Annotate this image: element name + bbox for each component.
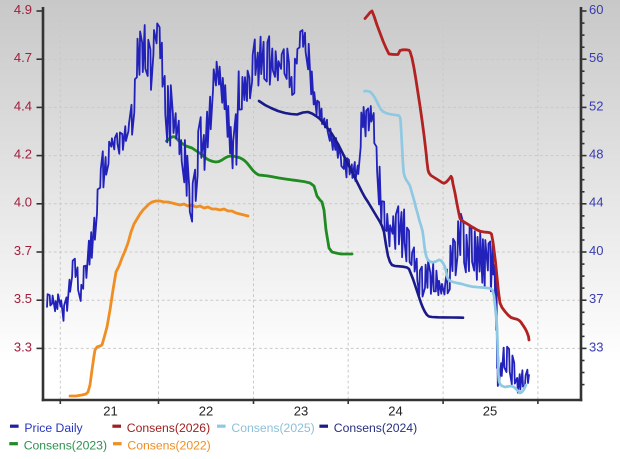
svg-text:60: 60 bbox=[589, 2, 603, 17]
svg-text:4.9: 4.9 bbox=[14, 2, 32, 17]
svg-text:4.2: 4.2 bbox=[14, 147, 32, 162]
svg-text:23: 23 bbox=[294, 403, 308, 418]
svg-text:48: 48 bbox=[589, 147, 603, 162]
svg-text:24: 24 bbox=[388, 403, 402, 418]
svg-text:56: 56 bbox=[589, 50, 603, 65]
svg-text:22: 22 bbox=[199, 403, 213, 418]
svg-text:Consens(2026): Consens(2026) bbox=[127, 421, 210, 435]
svg-text:Price Daily: Price Daily bbox=[24, 421, 83, 435]
svg-text:3.3: 3.3 bbox=[14, 339, 32, 354]
svg-text:Consens(2024): Consens(2024) bbox=[334, 421, 417, 435]
svg-text:Consens(2022): Consens(2022) bbox=[127, 438, 210, 452]
svg-text:Consens(2025): Consens(2025) bbox=[231, 421, 314, 435]
svg-text:Consens(2023): Consens(2023) bbox=[24, 438, 107, 452]
svg-text:4.7: 4.7 bbox=[14, 50, 32, 65]
svg-text:3.5: 3.5 bbox=[14, 291, 32, 306]
svg-text:3.7: 3.7 bbox=[14, 243, 32, 258]
svg-text:4.0: 4.0 bbox=[14, 195, 32, 210]
svg-text:33: 33 bbox=[589, 339, 603, 354]
svg-text:25: 25 bbox=[483, 403, 497, 418]
svg-text:37: 37 bbox=[589, 291, 603, 306]
svg-text:40: 40 bbox=[589, 243, 603, 258]
svg-text:44: 44 bbox=[589, 195, 603, 210]
svg-text:21: 21 bbox=[103, 403, 117, 418]
svg-text:4.4: 4.4 bbox=[14, 98, 32, 113]
svg-text:52: 52 bbox=[589, 98, 603, 113]
